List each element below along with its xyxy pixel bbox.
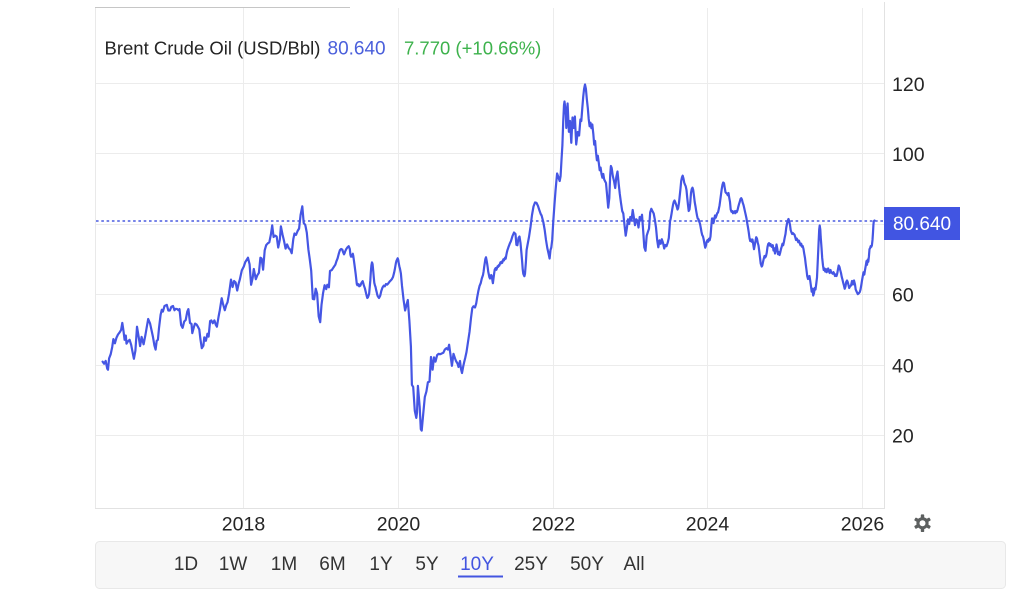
svg-text:2018: 2018 xyxy=(222,514,265,536)
svg-text:2024: 2024 xyxy=(686,514,730,536)
svg-text:6M: 6M xyxy=(319,554,345,575)
svg-text:60: 60 xyxy=(892,285,914,307)
svg-text:Brent Crude Oil (USD/Bbl): Brent Crude Oil (USD/Bbl) xyxy=(105,38,321,59)
svg-text:80.640: 80.640 xyxy=(328,39,386,60)
svg-text:10Y: 10Y xyxy=(460,554,494,575)
svg-text:1M: 1M xyxy=(271,554,297,575)
svg-text:25Y: 25Y xyxy=(514,554,548,575)
svg-text:5Y: 5Y xyxy=(415,554,439,575)
svg-text:2020: 2020 xyxy=(377,514,421,536)
svg-text:50Y: 50Y xyxy=(570,554,604,575)
svg-text:80.640: 80.640 xyxy=(893,214,951,235)
svg-text:All: All xyxy=(623,554,644,575)
svg-text:2022: 2022 xyxy=(532,514,575,536)
svg-text:7.770 (+10.66%): 7.770 (+10.66%) xyxy=(404,38,541,59)
svg-text:2026: 2026 xyxy=(841,514,884,536)
svg-text:40: 40 xyxy=(892,356,914,378)
svg-text:100: 100 xyxy=(892,144,925,166)
svg-text:1W: 1W xyxy=(219,554,248,575)
svg-text:1D: 1D xyxy=(174,554,198,575)
svg-text:1Y: 1Y xyxy=(369,554,393,575)
svg-text:20: 20 xyxy=(892,426,914,448)
svg-text:120: 120 xyxy=(892,74,925,96)
